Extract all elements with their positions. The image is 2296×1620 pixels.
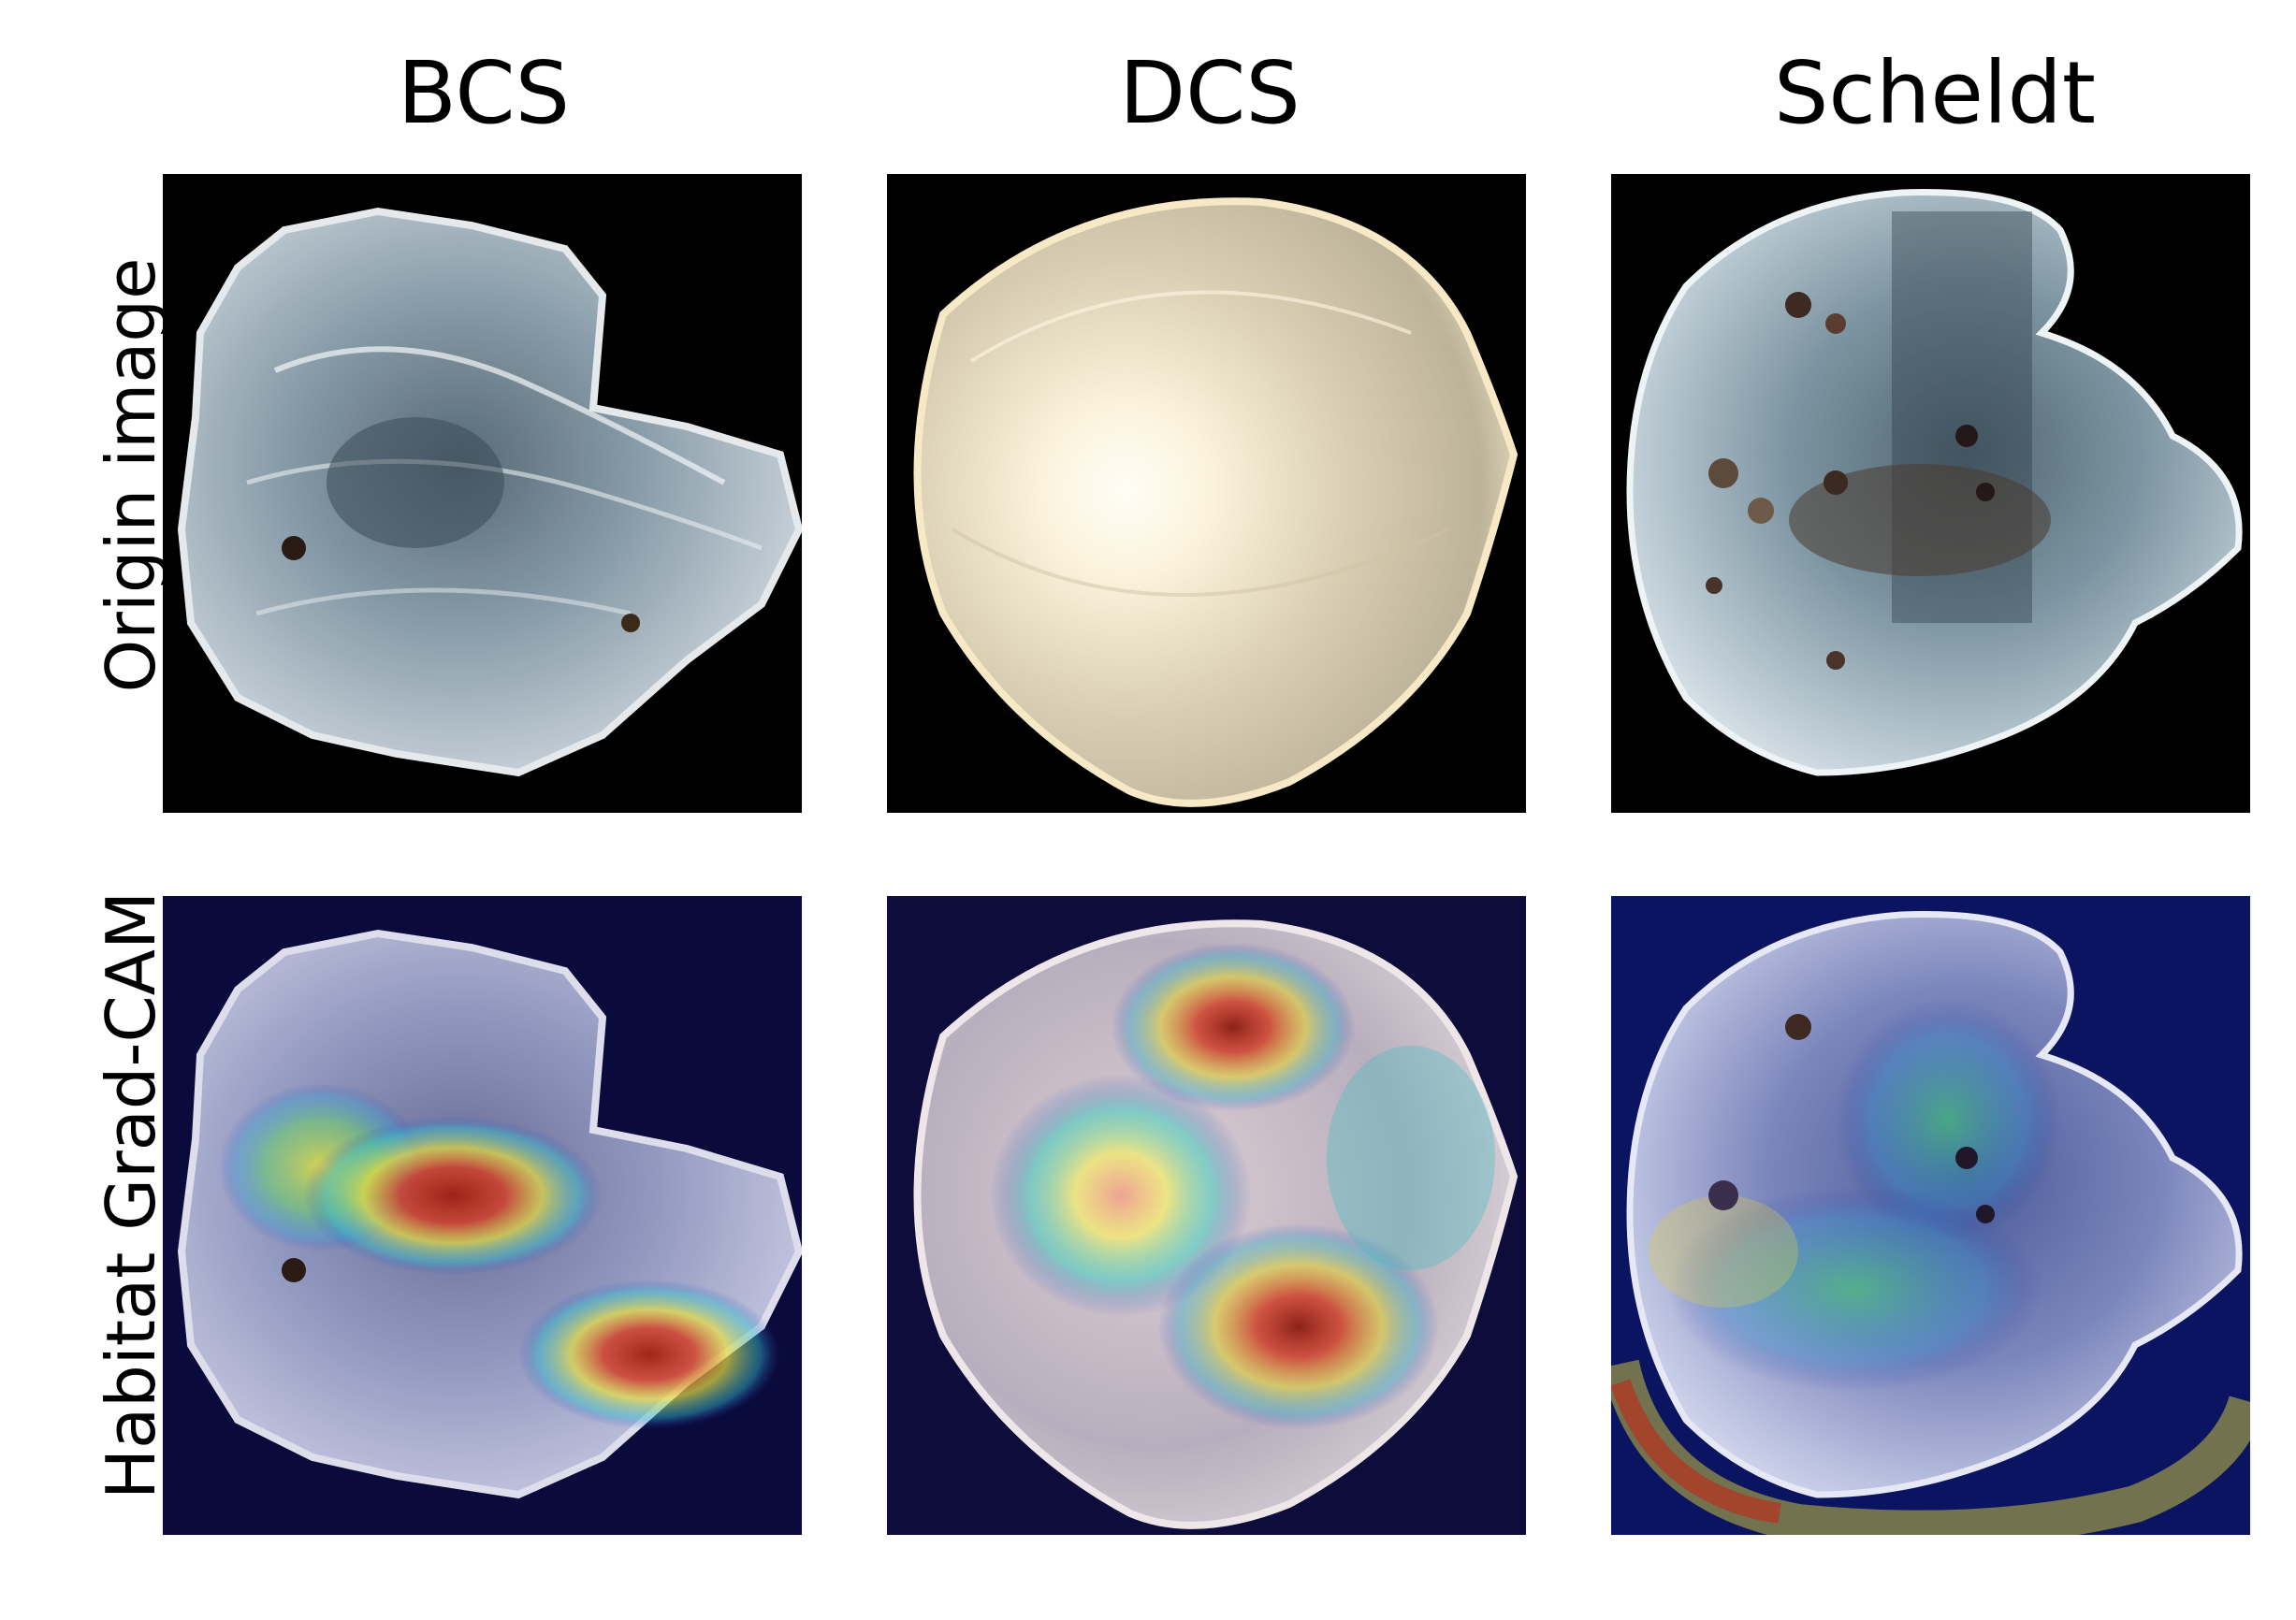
dcs-origin-image [887, 174, 1526, 813]
dcs-gradcam-image [887, 896, 1526, 1535]
scheldt-gradcam-image [1611, 896, 2250, 1535]
column-title-dcs: DCS [1119, 43, 1301, 143]
bcs-otolith-picture [163, 174, 802, 813]
row-label-habitat-grad-cam: Habitat Grad-CAM [92, 890, 170, 1500]
bcs-origin-image [163, 174, 802, 813]
bcs-gradcam-image [163, 896, 802, 1535]
column-title-scheldt: Scheldt [1774, 43, 2096, 143]
scheldt-gradcam-overlay [1611, 896, 2250, 1535]
dcs-otolith-picture [887, 174, 1526, 813]
column-title-bcs: BCS [397, 43, 571, 143]
scheldt-origin-image [1611, 174, 2250, 813]
row-label-origin-image: Origin image [92, 257, 170, 693]
dcs-gradcam-overlay [887, 896, 1526, 1535]
scheldt-otolith-picture [1611, 174, 2250, 813]
bcs-gradcam-overlay [163, 896, 802, 1535]
